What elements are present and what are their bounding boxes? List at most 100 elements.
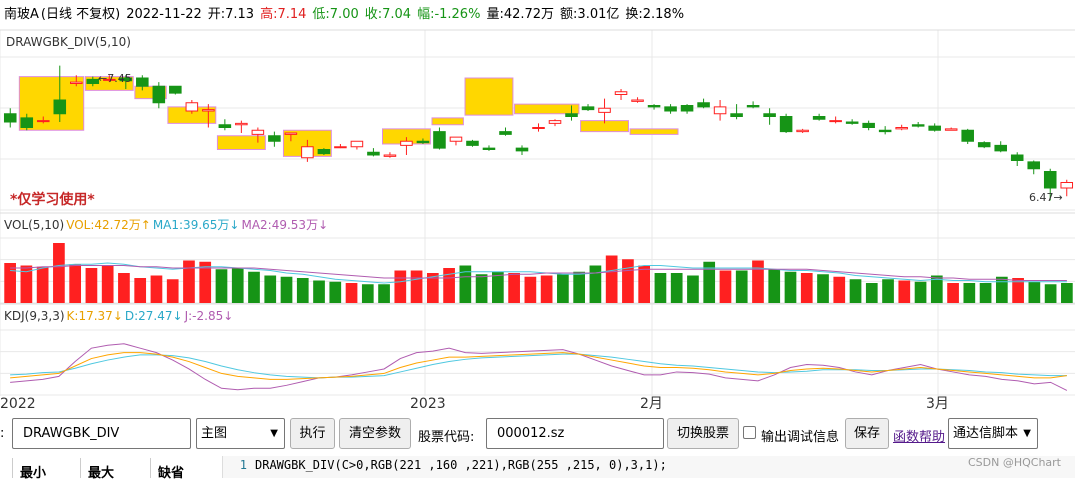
volume-bar	[865, 283, 878, 303]
run-button[interactable]: 执行	[290, 418, 335, 449]
kdj-k-line	[10, 352, 1067, 380]
stock-code-input[interactable]: 000012.sz	[486, 418, 664, 449]
volume-bar	[134, 278, 147, 303]
candle-body	[515, 147, 529, 152]
volume-bar	[69, 264, 82, 303]
div-box	[216, 135, 266, 150]
candle-body	[350, 140, 364, 148]
volume-bar	[1061, 283, 1073, 303]
candle-body	[466, 140, 479, 146]
kdj-title: KDJ(9,3,3)	[4, 309, 65, 323]
candle-body	[680, 105, 694, 112]
volume-bar	[849, 279, 862, 303]
volume-bars	[4, 243, 1073, 303]
script-type-value: 通达信脚本	[953, 426, 1019, 441]
colon-mark: :	[0, 426, 5, 441]
volume-bar	[459, 265, 472, 303]
change-label: 幅:-1.26%	[417, 7, 480, 22]
candle-body	[746, 105, 760, 108]
code-line: DRAWGBK_DIV(C>0,RGB(221 ,160 ,221),RGB(2…	[255, 458, 667, 472]
vol-title: VOL(5,10)	[4, 218, 64, 232]
script-type-select[interactable]: 通达信脚本 ▼	[948, 418, 1038, 449]
xaxis-label-2023: 2023	[410, 396, 446, 412]
volume-bar	[573, 271, 585, 303]
candle-body	[334, 146, 347, 149]
header-line: 南玻A (日线 不复权) 2022-11-22 开:7.13 高:7.14 低:7.00 收…	[4, 6, 684, 22]
candle-body	[284, 132, 298, 135]
candle-body	[664, 106, 677, 112]
script-name-input[interactable]: DRAWGBK_DIV	[12, 418, 191, 449]
candle-body	[169, 85, 182, 94]
candle-body	[36, 120, 50, 123]
volume-bar	[280, 276, 293, 303]
volume-bar	[557, 274, 569, 303]
volume-bar	[101, 265, 114, 303]
param-col-min: 最小	[20, 466, 47, 481]
save-button[interactable]: 保存	[845, 418, 889, 449]
code-editor[interactable]: 1 DRAWGBK_DIV(C>0,RGB(221 ,160 ,221),RGB(…	[222, 456, 1075, 478]
candle-body	[152, 85, 166, 104]
volume-bar	[345, 283, 358, 303]
indicator-lines	[10, 262, 1068, 391]
div-box	[629, 128, 679, 135]
volume-bar	[183, 260, 195, 303]
debug-checkbox[interactable]	[743, 426, 756, 439]
xaxis-label-mar: 3月	[926, 396, 949, 412]
volume-bar	[1044, 284, 1057, 303]
clear-params-button[interactable]: 清空参数	[339, 418, 411, 449]
candle-body	[845, 121, 859, 124]
candle-body	[251, 129, 265, 135]
candle-body	[994, 144, 1007, 152]
candle-body	[1010, 154, 1024, 161]
volume-bar	[898, 280, 911, 303]
candle-body	[268, 135, 281, 142]
volume-bar	[670, 273, 683, 303]
div-box	[431, 117, 464, 126]
candle-body	[119, 77, 133, 82]
debug-checkbox-label: 输出调试信息	[761, 430, 840, 445]
candle-body	[70, 81, 83, 84]
volume-bar	[963, 283, 976, 303]
credit-text: CSDN @HQChart	[967, 456, 1061, 469]
volume-bar	[768, 269, 781, 303]
kdj-panel-header: KDJ(9,3,3) K:17.37↓ D:27.47↓ J:-2.85↓	[4, 309, 233, 323]
volume-bar	[20, 265, 33, 303]
amount-label: 额:3.01亿	[560, 7, 619, 22]
volume-bar	[475, 274, 488, 303]
help-link[interactable]: 函数帮助	[893, 430, 946, 445]
param-table-header: 最小 最大 缺省	[0, 454, 1075, 481]
candle-body	[812, 116, 826, 120]
candle-body	[532, 127, 545, 129]
vol-ma2: MA2:49.53万↓	[241, 218, 328, 232]
chart-type-select[interactable]: 主图 ▼	[196, 418, 285, 449]
candle-body	[829, 120, 842, 123]
turnover-label: 换:2.18%	[625, 7, 684, 22]
volume-bar	[540, 275, 553, 303]
volume-label: 量:42.72万	[486, 7, 554, 22]
period-label: (日线 不复权)	[41, 6, 120, 22]
volume-bar	[361, 284, 374, 303]
stock-chart[interactable]: 南玻A (日线 不复权) 2022-11-22 开:7.13 高:7.14 低:7.00 收…	[0, 0, 1075, 420]
candle-body	[614, 91, 628, 95]
candle-body	[713, 106, 727, 115]
volume-bar	[654, 273, 667, 303]
min-price-label: 6.47→	[1029, 191, 1063, 204]
candle-body	[862, 122, 875, 128]
volume-bar	[622, 259, 634, 303]
volume-bar	[426, 273, 439, 303]
volume-bar	[784, 271, 797, 303]
volume-bar	[735, 270, 748, 303]
candle-body	[400, 140, 413, 146]
volume-bar	[215, 269, 228, 303]
watermark-text: *仅学习使用*	[10, 191, 95, 208]
line-number: 1	[239, 458, 247, 472]
vol-value: VOL:42.72万↑	[66, 218, 151, 232]
candle-body	[548, 120, 562, 124]
main-panel-title: DRAWGBK_DIV(5,10)	[6, 35, 131, 49]
candle-body	[631, 99, 644, 102]
candle-body	[944, 128, 958, 131]
switch-stock-button[interactable]: 切换股票	[667, 418, 739, 449]
volume-bar	[231, 268, 244, 303]
volume-bar	[638, 265, 651, 303]
high-label: 高:7.14	[260, 6, 306, 22]
